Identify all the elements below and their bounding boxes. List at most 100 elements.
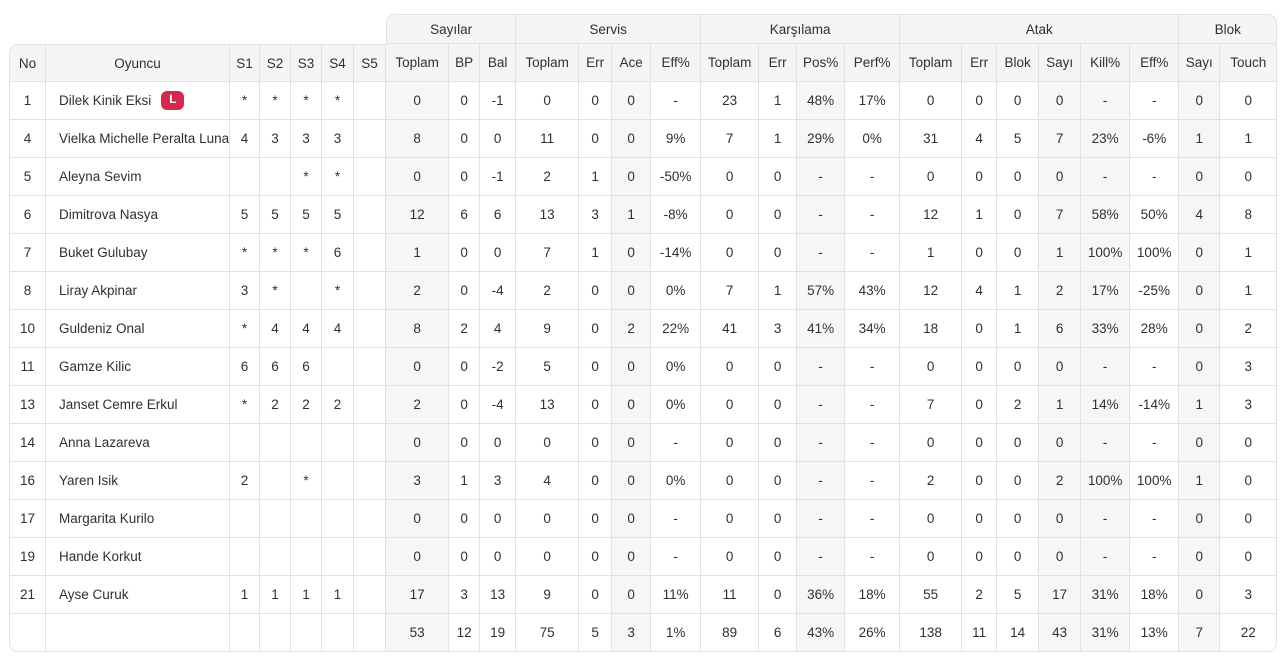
cell-attack-kill: -: [1081, 158, 1131, 196]
player-name-cell: Yaren Isik: [46, 462, 230, 500]
cell-attack-err: 0: [962, 158, 998, 196]
cell-receive-total: 0: [701, 538, 760, 576]
column-header-row: No Oyuncu S1 S2 S3 S4 S5 Toplam BP Bal Toplam Err Ac…: [9, 44, 1278, 82]
cell-serve-ace: 0: [612, 234, 652, 272]
group-header-sayılar: Sayılar: [386, 14, 517, 44]
cell-serve-ace: 0: [612, 538, 652, 576]
cell-receive-perf: 0%: [845, 120, 901, 158]
cell-s3: *: [291, 462, 322, 500]
cell-points-total: 0: [386, 538, 450, 576]
column-header-points-total: Toplam: [386, 44, 450, 82]
cell-receive-total: 0: [701, 234, 760, 272]
cell-receive-total: 0: [701, 386, 760, 424]
column-header-s4: S4: [322, 44, 354, 82]
cell-attack-points: 0: [1039, 538, 1082, 576]
player-row: 11 Gamze Kilic 6 6 6 0 0 -2 5 0 0 0% 0 0- -0 0 0 0- -0 3: [9, 348, 1278, 386]
cell-s3: 6: [291, 348, 322, 386]
cell-points-bal: 0: [480, 120, 517, 158]
player-name-cell: Ayse Curuk: [46, 576, 230, 614]
cell-receive-total: 41: [701, 310, 760, 348]
cell-s5: [354, 576, 387, 614]
player-row: 4 Vielka Michelle Peralta Luna 4 3 3 3 8 0 0 11 0 0…: [9, 120, 1278, 158]
cell-attack-kill: 17%: [1081, 272, 1131, 310]
cell-s5: [354, 538, 387, 576]
column-header-receive-perf: Perf%: [845, 44, 901, 82]
cell-serve-total: 11: [516, 120, 580, 158]
player-name: Dilek Kinik Eksi: [59, 93, 152, 108]
cell-receive-total: 89: [701, 614, 760, 652]
cell-block-touch: 3: [1220, 348, 1278, 386]
cell-s1: 6: [230, 348, 260, 386]
player-row: 13 Janset Cemre Erkul * 2 2 2 2 0 -4 13 0 0 0% 0 0- -7 0…: [9, 386, 1278, 424]
cell-receive-perf: 26%: [845, 614, 901, 652]
cell-serve-total: 7: [516, 234, 580, 272]
cell-serve-eff: 0%: [651, 462, 702, 500]
cell-serve-err: 0: [579, 348, 613, 386]
cell-serve-eff: 0%: [651, 272, 702, 310]
player-name-cell: Margarita Kurilo: [46, 500, 230, 538]
column-header-receive-total: Toplam: [701, 44, 760, 82]
cell-serve-eff: 1%: [651, 614, 702, 652]
cell-serve-total: 2: [516, 272, 580, 310]
cell-no: 1: [9, 82, 46, 120]
player-name: Aleyna Sevim: [59, 169, 142, 185]
cell-s3: 1: [291, 576, 322, 614]
cell-receive-pos: 41%: [797, 310, 846, 348]
cell-s4: [322, 462, 354, 500]
cell-receive-pos: 36%: [797, 576, 846, 614]
cell-attack-blocked: 1: [997, 272, 1040, 310]
cell-block-points: 1: [1179, 386, 1221, 424]
cell-attack-err: 0: [962, 424, 998, 462]
cell-s4: 2: [322, 386, 354, 424]
cell-receive-pos: -: [797, 386, 846, 424]
cell-receive-perf: 17%: [845, 82, 901, 120]
cell-serve-err: 0: [579, 576, 613, 614]
cell-points-bp: 0: [449, 424, 481, 462]
cell-points-bal: 3: [480, 462, 517, 500]
player-name-cell: Vielka Michelle Peralta Luna: [46, 120, 230, 158]
cell-attack-blocked: 14: [997, 614, 1040, 652]
column-header-serve-ace: Ace: [612, 44, 652, 82]
cell-attack-kill: 58%: [1081, 196, 1131, 234]
table-body: 1 Dilek Kinik Eksi L * * * * 0 0 -1 0 0 0-23 1 48% 17% 0…: [9, 82, 1278, 652]
cell-s2: [260, 538, 291, 576]
cell-points-bal: 0: [480, 538, 517, 576]
cell-receive-err: 1: [759, 272, 798, 310]
cell-attack-blocked: 5: [997, 576, 1040, 614]
cell-points-total: 0: [386, 424, 450, 462]
player-row: 16 Yaren Isik 2 * 3 1 3 4 0 0 0% 0 0- -2 0 0 2 100% 100% 1 0: [9, 462, 1278, 500]
cell-serve-err: 0: [579, 120, 613, 158]
column-header-s3: S3: [291, 44, 322, 82]
cell-attack-eff: 28%: [1130, 310, 1180, 348]
cell-s5: [354, 386, 387, 424]
cell-serve-err: 0: [579, 82, 613, 120]
cell-block-touch: 3: [1220, 576, 1278, 614]
cell-receive-err: 0: [759, 386, 798, 424]
column-header-attack-eff: Eff%: [1130, 44, 1180, 82]
cell-attack-kill: -: [1081, 82, 1131, 120]
cell-points-bp: 0: [449, 234, 481, 272]
player-name-cell: Gamze Kilic: [46, 348, 230, 386]
cell-serve-eff: 11%: [651, 576, 702, 614]
cell-s2: *: [260, 234, 291, 272]
player-name: Vielka Michelle Peralta Luna: [59, 131, 230, 147]
cell-attack-points: 2: [1039, 272, 1082, 310]
cell-attack-total: 0: [900, 158, 963, 196]
player-name: Yaren Isik: [59, 473, 119, 489]
column-header-receive-err: Err: [759, 44, 798, 82]
cell-attack-err: 1: [962, 196, 998, 234]
cell-no: 11: [9, 348, 46, 386]
cell-serve-eff: 9%: [651, 120, 702, 158]
cell-s3: [291, 424, 322, 462]
cell-receive-perf: 43%: [845, 272, 901, 310]
cell-receive-err: 0: [759, 348, 798, 386]
cell-block-points: 7: [1179, 614, 1221, 652]
cell-block-touch: 0: [1220, 158, 1278, 196]
cell-s1: *: [230, 310, 260, 348]
cell-serve-err: 0: [579, 500, 613, 538]
cell-s4: *: [322, 82, 354, 120]
cell-attack-points: 1: [1039, 234, 1082, 272]
cell-s1: [230, 614, 260, 652]
cell-attack-total: 0: [900, 348, 963, 386]
cell-s4: 3: [322, 120, 354, 158]
